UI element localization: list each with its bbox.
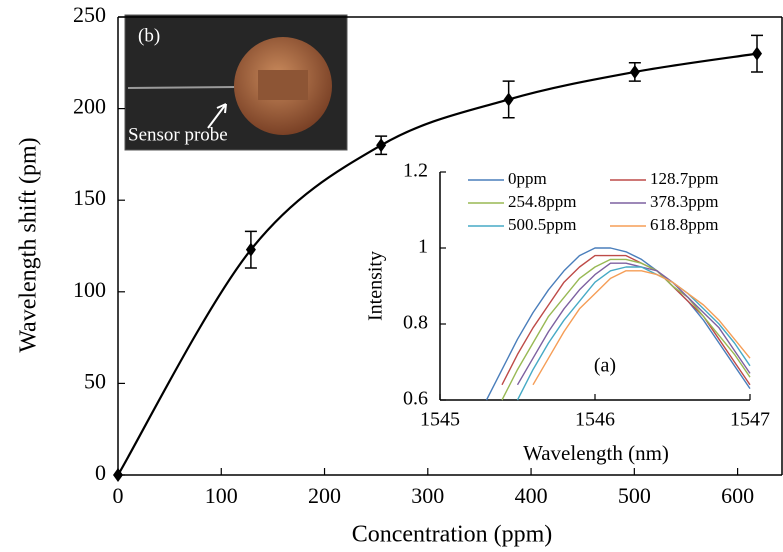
x-tick-label: 500 (618, 483, 651, 508)
y-axis-label: Wavelength shift (pm) (16, 137, 42, 352)
arrow-head (216, 103, 227, 114)
x-axis-label: Concentration (ppm) (352, 522, 553, 548)
sensor-fiber (127, 86, 237, 89)
y-tick-label: 0.8 (403, 312, 428, 334)
spectrum-line (485, 247, 751, 401)
spectrum-line (516, 266, 751, 401)
marker (245, 242, 256, 257)
legend-label: 500.5ppm (508, 215, 576, 234)
x-tick-label: 300 (411, 483, 444, 508)
legend-label: 254.8ppm (508, 192, 576, 211)
y-tick-label: 100 (73, 277, 106, 302)
spectrum-line (501, 254, 751, 386)
legend-label: 0ppm (508, 169, 547, 188)
x-tick-label: 0 (113, 483, 124, 508)
x-tick-label: 1546 (575, 409, 615, 431)
marker (376, 138, 387, 153)
photo-inset: (b) Sensor probe (124, 14, 348, 151)
coin-relief (258, 70, 308, 100)
legend-label: 378.3ppm (650, 192, 718, 211)
x-tick-label: 400 (515, 483, 548, 508)
spectrum-line (532, 270, 751, 386)
y-tick-label: 0 (95, 460, 106, 485)
inset-annotation: (a) (594, 355, 616, 377)
photo-label: Sensor probe (128, 124, 228, 145)
y-tick-label: 1 (418, 236, 428, 258)
x-tick-label: 100 (205, 483, 238, 508)
inset-x-axis-label: Wavelength (nm) (523, 441, 669, 465)
spectrum-line (501, 258, 751, 401)
y-tick-label: 50 (84, 368, 106, 393)
marker (752, 46, 763, 61)
spectrum-line (516, 262, 751, 386)
arrow (207, 103, 227, 129)
y-tick-label: 200 (73, 94, 106, 119)
y-tick-label: 0.6 (403, 388, 428, 410)
y-tick-label: 1.2 (403, 160, 428, 182)
x-tick-label: 600 (721, 483, 754, 508)
inset-y-axis-label: Intensity (365, 251, 387, 321)
legend-label: 618.8ppm (650, 215, 718, 234)
marker (629, 64, 640, 79)
x-tick-label: 1547 (730, 409, 770, 431)
y-tick-label: 250 (73, 2, 106, 27)
y-tick-label: 150 (73, 185, 106, 210)
x-tick-label: 1545 (420, 409, 460, 431)
photo-label: (b) (138, 25, 160, 46)
legend-label: 128.7ppm (650, 169, 718, 188)
marker (113, 468, 123, 482)
x-tick-label: 200 (308, 483, 341, 508)
marker (503, 92, 514, 107)
